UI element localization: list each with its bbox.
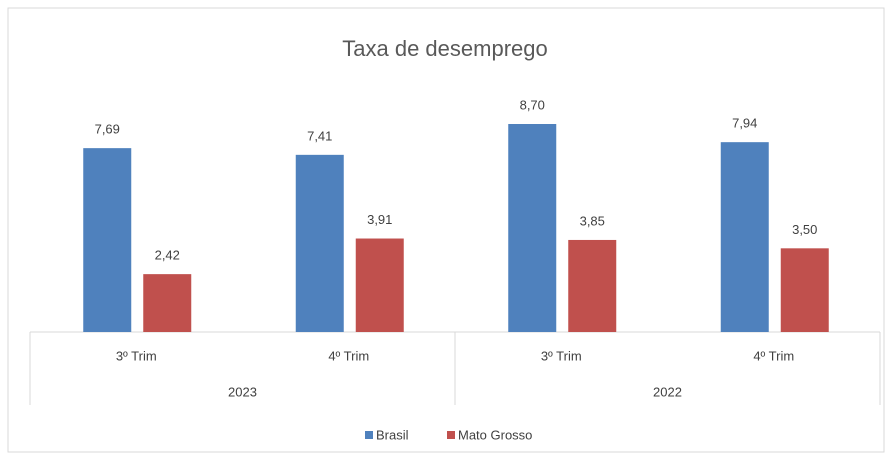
data-label: 3,50 [792, 222, 817, 237]
bar [83, 148, 132, 332]
data-label: 8,70 [520, 97, 545, 112]
data-label: 3,91 [367, 212, 392, 227]
x-tick-label: 3º Trim [541, 348, 582, 363]
legend-label: Mato Grosso [458, 427, 532, 442]
bar [355, 238, 404, 332]
data-label: 7,41 [307, 128, 332, 143]
data-label: 7,69 [95, 122, 120, 137]
bar [780, 248, 829, 332]
bar [720, 142, 769, 332]
bar [508, 124, 557, 332]
bar [295, 154, 344, 332]
x-tick-label: 3º Trim [116, 348, 157, 363]
x-tick-label: 4º Trim [328, 348, 369, 363]
legend-swatch [447, 431, 455, 439]
bar [143, 274, 192, 332]
data-label: 7,94 [732, 116, 757, 131]
legend-label: Brasil [376, 427, 409, 442]
group-label: 2023 [228, 384, 257, 399]
chart-title: Taxa de desemprego [342, 36, 547, 61]
bar [568, 239, 617, 332]
data-label: 3,85 [580, 213, 605, 228]
group-label: 2022 [653, 384, 682, 399]
legend-swatch [365, 431, 373, 439]
data-label: 2,42 [155, 248, 180, 263]
x-tick-label: 4º Trim [753, 348, 794, 363]
